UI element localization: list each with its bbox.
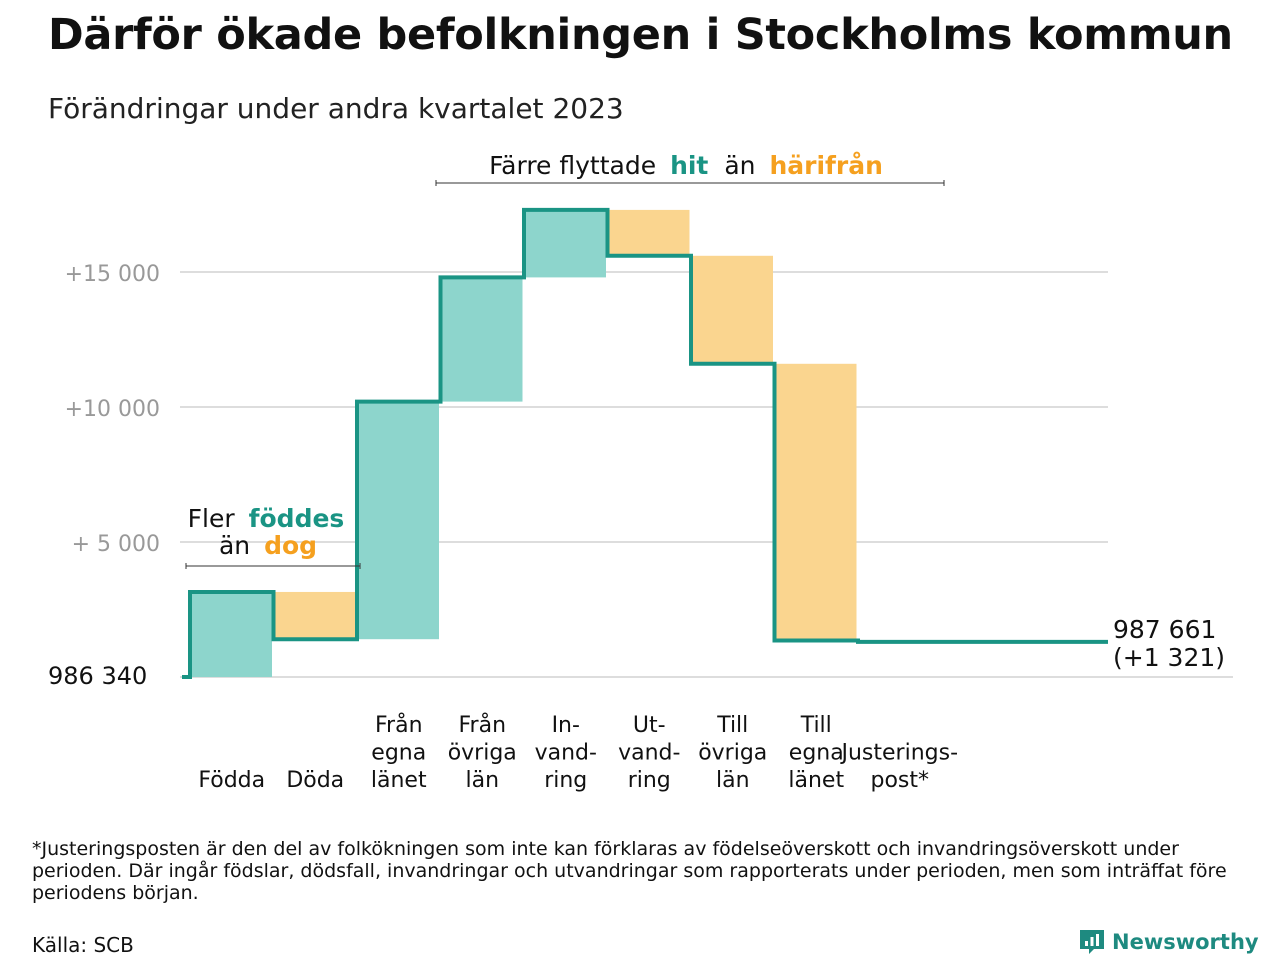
deaths-annotation-accent: dog — [264, 531, 317, 560]
waterfall-bar — [692, 255, 773, 364]
source-label: Källa: SCB — [32, 933, 134, 957]
category-label: länet — [371, 768, 427, 793]
category-label: vand- — [535, 741, 597, 766]
category-label: Justerings- — [839, 741, 958, 766]
category-label: övriga — [448, 741, 517, 766]
bars — [191, 209, 857, 677]
category-label: länet — [788, 768, 844, 793]
waterfall-bar — [358, 401, 439, 640]
births-annotation-accent: föddes — [249, 504, 345, 533]
category-label: Till — [716, 713, 748, 738]
category-label: egna — [789, 741, 844, 766]
waterfall-bar — [191, 591, 272, 677]
deaths-annotation-plain: än — [219, 531, 250, 560]
migration-annotation-accent-2: härifrån — [769, 151, 882, 180]
category-labels: Födda DödaFrånegnalänetFrånövrigalänIn-va… — [198, 712, 958, 793]
waterfall-chart: + 5 000+10 000+15 000 Födda DödaFrånegnal… — [48, 151, 1233, 793]
category-label: In- — [552, 713, 580, 738]
end-value-label: 987 661 — [1113, 615, 1216, 644]
y-tick-label: +10 000 — [65, 397, 160, 422]
category-label: län — [716, 768, 750, 793]
category-label: ring — [628, 768, 671, 793]
waterfall-bar — [525, 209, 606, 278]
category-label: vand- — [618, 741, 680, 766]
start-value-label: 986 340 — [48, 662, 147, 690]
category-label: Från — [458, 712, 506, 738]
cumulative-step-line — [182, 207, 1108, 679]
migration-annotation: Färre flyttade hit än härifrån — [435, 151, 945, 186]
births-annotation: Fler föddes än dog — [185, 504, 361, 569]
category-label: egna — [371, 741, 426, 766]
waterfall-bar — [609, 209, 690, 256]
svg-text:Färre flyttade hit: Färre flyttade hit än härifrån — [489, 151, 883, 180]
y-tick-label: +15 000 — [65, 262, 160, 287]
newsworthy-logo-icon — [1080, 930, 1104, 954]
chart-subtitle: Förändringar under andra kvartalet 2023 — [48, 92, 624, 125]
y-tick-label: + 5 000 — [72, 532, 160, 557]
migration-annotation-accent-1: hit — [670, 151, 708, 180]
end-change-label: (+1 321) — [1113, 643, 1225, 672]
waterfall-bar — [776, 363, 857, 641]
births-bracket — [185, 563, 361, 569]
svg-text:Fler föddes: Fler föddes — [188, 504, 345, 533]
migration-annotation-plain-1: Färre flyttade — [489, 151, 656, 180]
footnote: *Justeringsposten är den del av folkökni… — [32, 838, 1227, 904]
brand-logo[interactable]: Newsworthy — [1078, 928, 1259, 956]
brand-name: Newsworthy — [1112, 930, 1259, 954]
y-axis-ticks: + 5 000 +10 000 +15 000 — [65, 262, 160, 557]
category-label: Från — [375, 712, 423, 738]
svg-text:än dog: än dog — [219, 531, 317, 560]
category-label: Döda — [286, 768, 344, 793]
category-label: län — [465, 768, 499, 793]
migration-bracket — [435, 180, 945, 186]
migration-annotation-plain-2: än — [724, 151, 755, 180]
waterfall-bar — [275, 591, 356, 640]
category-label: Födda — [198, 768, 265, 793]
category-label: Till — [800, 713, 832, 738]
category-label: post* — [870, 768, 929, 793]
category-label: övriga — [698, 741, 767, 766]
waterfall-bar — [442, 277, 523, 402]
chart-title: Därför ökade befolkningen i Stockholms k… — [48, 10, 1233, 60]
category-label: ring — [544, 768, 587, 793]
births-annotation-plain: Fler — [188, 504, 236, 533]
category-label: Ut- — [633, 713, 666, 738]
gridlines — [180, 271, 1233, 678]
